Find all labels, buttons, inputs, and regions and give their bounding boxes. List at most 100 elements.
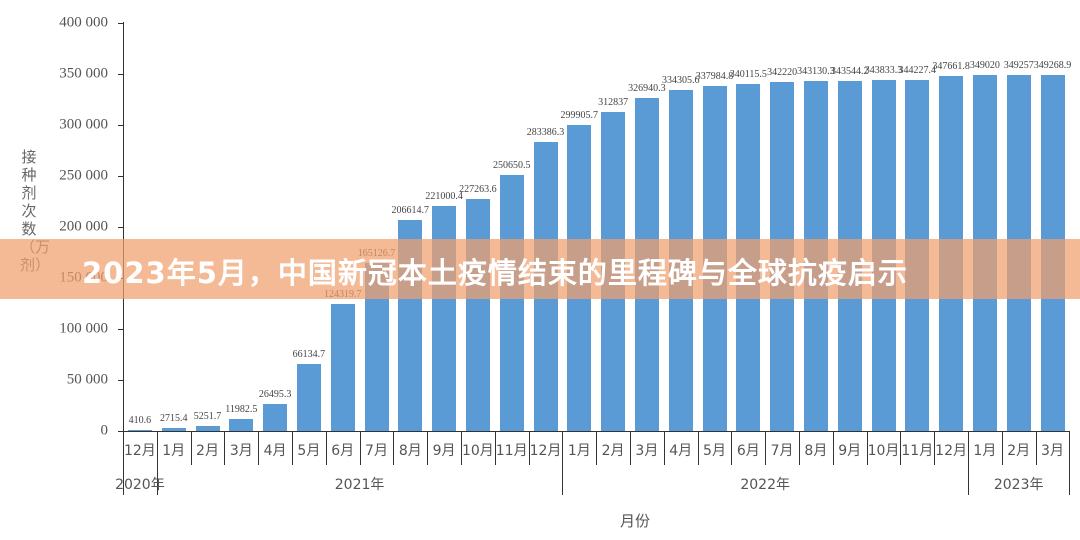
bar <box>296 363 321 431</box>
bar-value-label: 343544.2 <box>830 65 869 77</box>
bar <box>465 199 490 431</box>
x-tick-label: 12月 <box>935 443 968 459</box>
x-tick-label: 10月 <box>461 443 494 459</box>
x-tick-label: 10月 <box>867 443 900 459</box>
x-tick-separator <box>359 431 361 465</box>
bar-value-label: 337984.8 <box>695 71 734 83</box>
x-tick-separator <box>900 431 902 465</box>
bar-value-label: 334305.6 <box>661 75 700 86</box>
x-tick-separator <box>1069 431 1071 495</box>
bar-value-label: 347661.8 <box>932 61 970 73</box>
y-tick-mark <box>118 431 123 432</box>
bar-value-label: 11982.5 <box>225 403 258 415</box>
bar-value-label: 349257 <box>1003 59 1034 71</box>
x-tick-label: 3月 <box>1041 443 1064 459</box>
bar <box>127 430 152 431</box>
x-tick-label: 9月 <box>838 443 862 459</box>
x-tick-label: 1月 <box>567 443 591 459</box>
bar <box>161 428 186 431</box>
y-tick-label: 300 000 <box>59 116 108 133</box>
x-tick-separator <box>123 431 124 495</box>
bar-value-label: 410.6 <box>128 415 152 426</box>
x-tick-label: 2月 <box>1007 443 1031 459</box>
x-tick-separator <box>1035 431 1037 465</box>
x-tick-separator <box>292 431 293 465</box>
x-tick-label: 5月 <box>703 443 726 459</box>
x-year-label: 2022年 <box>740 477 791 493</box>
x-tick-label: 8月 <box>398 443 422 459</box>
bar-value-label: 299905.7 <box>560 110 599 122</box>
bar-value-label: 340115.5 <box>729 69 767 81</box>
x-tick-separator <box>258 431 260 465</box>
x-tick-label: 2月 <box>196 443 219 459</box>
bar-value-label: 227263.6 <box>459 184 497 196</box>
y-tick-mark <box>118 23 123 24</box>
bar-value-label: 343833.3 <box>864 65 903 77</box>
bar-value-label: 66134.7 <box>292 348 326 360</box>
y-tick-mark <box>118 74 123 75</box>
x-year-label: 2023年 <box>993 477 1044 493</box>
x-tick-label: 2月 <box>601 443 625 459</box>
x-tick-separator <box>562 431 564 495</box>
y-tick-mark <box>118 380 123 381</box>
x-tick-separator <box>494 431 496 465</box>
x-tick-label: 5月 <box>297 443 321 459</box>
bar-value-label: 206614.7 <box>391 205 430 217</box>
x-tick-separator <box>832 431 834 465</box>
x-tick-label: 1月 <box>973 443 997 459</box>
x-tick-label: 3月 <box>229 443 253 459</box>
x-tick-label: 6月 <box>736 443 760 459</box>
x-tick-label: 12月 <box>529 443 562 459</box>
bar-value-label: 342220 <box>767 66 798 78</box>
bar-value-label: 349268.9 <box>1033 59 1072 71</box>
x-year-label: 2021年 <box>334 477 385 493</box>
bar-value-label: 312837 <box>598 96 629 108</box>
bar-value-label: 5251.7 <box>193 410 222 422</box>
bar-value-label: 343130.3 <box>797 66 835 77</box>
y-tick-mark <box>118 125 123 126</box>
x-tick-label: 12月 <box>123 443 156 459</box>
x-tick-separator <box>765 431 767 465</box>
x-tick-separator <box>461 431 462 465</box>
x-tick-label: 4月 <box>263 443 287 459</box>
x-tick-separator <box>1001 431 1003 465</box>
x-tick-label: 7月 <box>770 443 794 459</box>
banner-title: 2023年5月，中国新冠本土疫情结束的里程碑与全球抗疫启示 <box>82 256 908 290</box>
bar-value-label: 326940.3 <box>628 82 666 94</box>
y-tick-mark <box>118 227 123 228</box>
x-tick-separator <box>630 431 631 465</box>
y-tick-label: 0 <box>100 422 109 439</box>
x-tick-separator <box>393 431 395 465</box>
x-tick-separator <box>799 431 800 465</box>
x-tick-separator <box>697 431 699 465</box>
bar-value-label: 2715.4 <box>159 413 188 425</box>
x-tick-label: 8月 <box>804 443 828 459</box>
bar-value-label: 26495.3 <box>258 388 292 400</box>
x-tick-label: 1月 <box>162 443 186 459</box>
x-tick-separator <box>596 431 598 465</box>
y-tick-label: 50 000 <box>66 371 108 388</box>
bar-value-label: 283386.3 <box>526 126 565 138</box>
x-tick-separator <box>866 431 868 465</box>
x-tick-label: 11月 <box>495 443 528 459</box>
x-tick-label: 11月 <box>901 443 934 459</box>
bar <box>229 418 254 431</box>
bar-value-label: 349020 <box>969 59 1000 71</box>
x-tick-separator <box>190 431 192 465</box>
bar <box>499 175 524 431</box>
bar-value-label: 344227.4 <box>898 64 937 76</box>
y-tick-mark <box>118 329 123 330</box>
x-tick-separator <box>528 431 530 465</box>
x-tick-label: 4月 <box>669 443 693 459</box>
x-tick-separator <box>325 431 327 465</box>
x-tick-separator <box>224 431 226 465</box>
x-tick-separator <box>427 431 429 465</box>
y-tick-label: 250 000 <box>59 167 108 184</box>
y-tick-label: 200 000 <box>59 218 108 235</box>
x-tick-separator <box>968 431 969 495</box>
bar-value-label: 250650.5 <box>492 160 531 172</box>
bar-value-label: 221000.4 <box>425 190 463 202</box>
bar <box>263 403 288 431</box>
bar <box>195 425 220 431</box>
x-tick-separator <box>156 431 158 495</box>
